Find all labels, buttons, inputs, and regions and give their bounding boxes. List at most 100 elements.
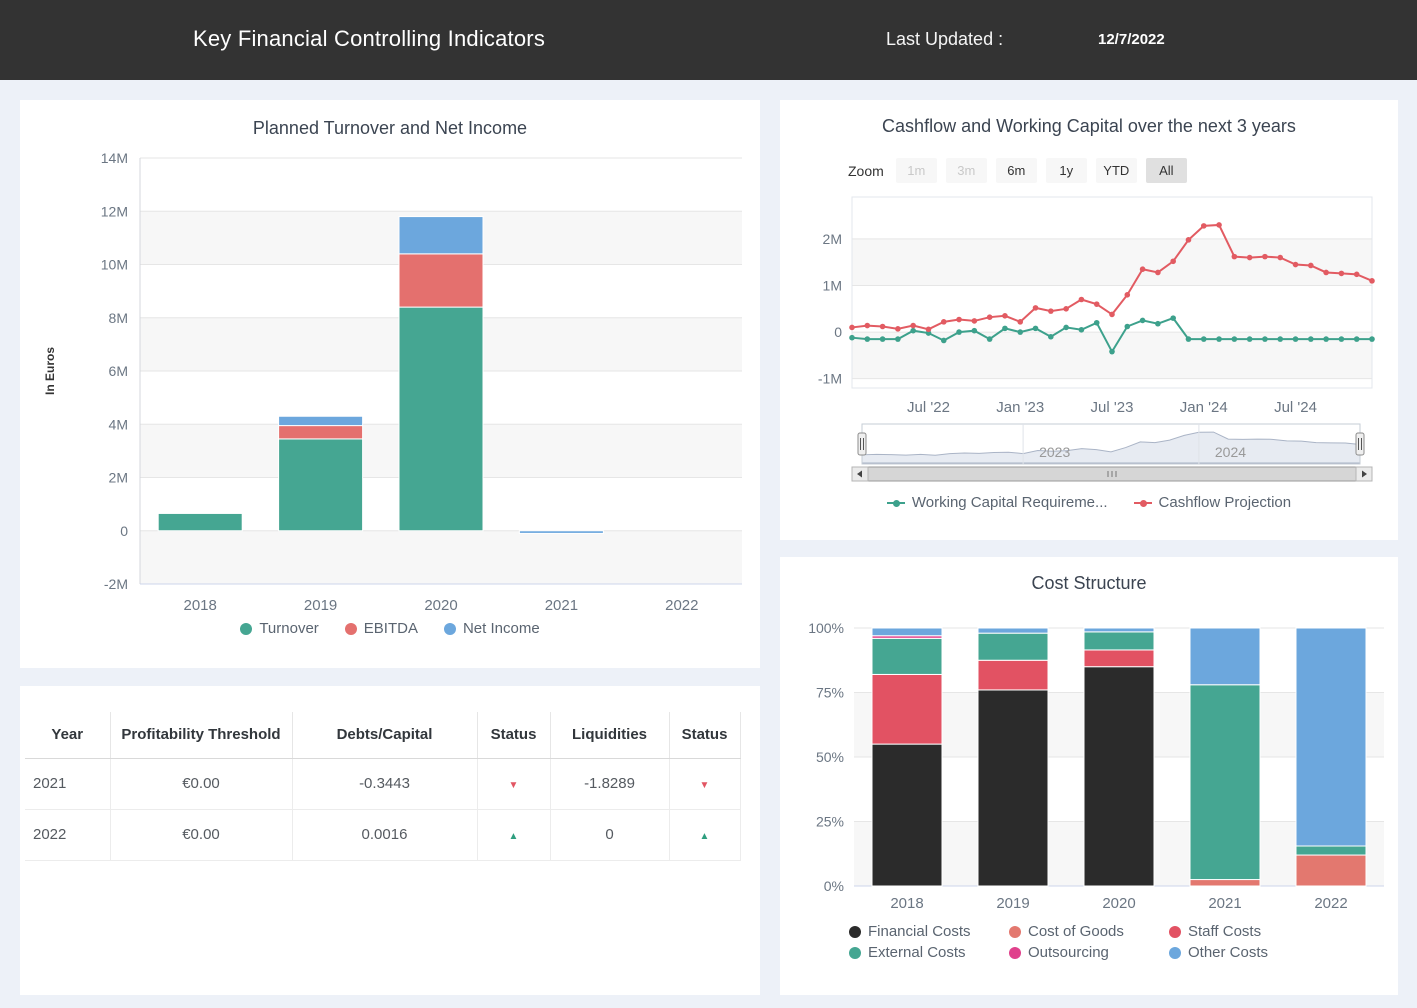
x-axis-label: 2021 (1208, 895, 1241, 912)
x-axis-label: Jul '23 (1091, 399, 1134, 416)
bar-segment-ebitda (278, 425, 364, 440)
legend-label: Staff Costs (1188, 923, 1262, 940)
y-axis-label: 10M (101, 257, 128, 273)
legend-item-cost-of-goods[interactable]: Cost of Goods (1009, 923, 1169, 940)
legend-line-marker-icon (1133, 497, 1152, 509)
x-axis-label: Jul '24 (1274, 399, 1317, 416)
y-axis-label: -1M (818, 371, 842, 387)
header-bar: Key Financial Controlling Indicators Las… (0, 0, 1417, 80)
legend-label: Net Income (462, 620, 540, 637)
col-header-status-2: Status (669, 712, 741, 759)
legend-item-external-costs[interactable]: External Costs (849, 944, 1009, 961)
navigator-year-label: 2023 (1039, 444, 1070, 460)
zoom-button-6m[interactable]: 6m (995, 158, 1037, 183)
legend-label: Working Capital Requireme... (911, 494, 1108, 511)
legend-label: Other Costs (1188, 944, 1269, 961)
bar-segment-staff-costs (977, 659, 1049, 691)
legend-dot-icon (344, 622, 357, 635)
panel-kpi-table: Year Profitability Threshold Debts/Capit… (20, 686, 760, 995)
zoom-button-all[interactable]: All (1145, 158, 1187, 183)
bar-segment-external-costs (1295, 845, 1367, 856)
legend-dot-icon (1169, 946, 1181, 959)
debts-status-icon: ▲ (477, 809, 551, 861)
bar-segment-external-costs (1083, 631, 1155, 651)
panel-cost-structure-chart: Cost Structure 100% 75% 50% 25% 0% 2018 2019 20… (780, 557, 1398, 995)
col-header-status-1: Status (477, 712, 551, 759)
legend-label: Cost of Goods (1028, 923, 1124, 940)
legend-item-turnover[interactable]: Turnover (240, 620, 319, 637)
turnover-chart: 14M 12M 10M 8M 6M 4M 2M 0 -2M In Euros 2018 2019 202… (43, 150, 742, 614)
bar-segment-other-costs (871, 627, 943, 637)
y-axis-label: 50% (816, 749, 844, 765)
legend-dot-icon (240, 622, 253, 635)
cost-structure-chart: 100% 75% 50% 25% 0% 2018 2019 2020 2021 2022 (808, 620, 1384, 912)
last-updated-label: Last Updated : (886, 29, 1004, 49)
panel-cashflow-chart: Cashflow and Working Capital over the ne… (780, 100, 1398, 540)
y-axis-label: 12M (101, 203, 128, 219)
cell-year: 2021 (25, 758, 111, 810)
legend-label: Cashflow Projection (1158, 494, 1292, 511)
bar-segment-financial-costs (871, 743, 943, 887)
legend-dot-icon (1009, 946, 1021, 959)
cell-year: 2022 (25, 809, 111, 861)
legend-dot-icon (1169, 925, 1181, 938)
legend-dot-icon (849, 946, 861, 959)
legend-dot-icon (443, 622, 456, 635)
zoom-label: Zoom (848, 162, 884, 179)
plot-band (852, 238, 1372, 286)
zoom-button-1y[interactable]: 1y (1045, 158, 1087, 183)
legend-dot-icon (1009, 925, 1021, 938)
y-axis-label: 2M (823, 231, 842, 247)
cashflow-chart: 2M 1M 0 -1M Jul '22 Jan '23 Jul '23 Jan '24 Jul … (818, 196, 1375, 482)
cost-chart-legend: Financial Costs Cost of Goods Staff Costs E… (780, 923, 1398, 961)
bar-segment-staff-costs (1083, 649, 1155, 668)
turnover-chart-legend: Turnover EBITDA Net Income (20, 620, 760, 637)
bar-segment-other-costs (977, 627, 1049, 634)
legend-item-outsourcing[interactable]: Outsourcing (1009, 944, 1169, 961)
x-axis-label: 2020 (424, 597, 457, 614)
x-axis-label: 2022 (665, 597, 698, 614)
liquidities-status-icon: ▲ (669, 809, 741, 861)
y-axis-label: 1M (823, 278, 842, 294)
navigator-handle-right[interactable] (1355, 432, 1365, 456)
cashflow-chart-title: Cashflow and Working Capital over the ne… (882, 116, 1296, 136)
legend-item-net-income[interactable]: Net Income (443, 620, 540, 637)
bar-segment-net-income (398, 216, 484, 255)
y-axis-label: 6M (109, 363, 128, 379)
legend-item-staff-costs[interactable]: Staff Costs (1169, 923, 1329, 940)
legend-item-working-capital[interactable]: Working Capital Requireme... (886, 494, 1108, 511)
bar-segment-external-costs (977, 632, 1049, 661)
legend-item-cashflow-projection[interactable]: Cashflow Projection (1133, 494, 1292, 511)
zoom-button-3m: 3m (945, 158, 987, 183)
bar-segment-staff-costs (871, 673, 943, 745)
y-axis-label: -2M (104, 576, 128, 592)
legend-item-ebitda[interactable]: EBITDA (344, 620, 418, 637)
bar-segment-other-costs (1189, 627, 1261, 686)
x-axis-label: Jan '23 (996, 399, 1044, 416)
y-axis-label: 75% (816, 685, 844, 701)
y-axis-label: 2M (109, 470, 128, 486)
x-axis-label: 2019 (996, 895, 1029, 912)
plot-band (140, 530, 742, 584)
zoom-button-ytd[interactable]: YTD (1095, 158, 1137, 183)
cell-liquidities: -1.8289 (550, 758, 670, 810)
y-axis-label: 25% (816, 814, 844, 830)
x-axis-label: 2022 (1314, 895, 1347, 912)
navigator-handle-left[interactable] (857, 432, 867, 456)
panel-turnover-chart: Planned Turnover and Net Income 14M 12M 10… (20, 100, 760, 668)
y-axis-label: 100% (808, 620, 844, 636)
legend-line-marker-icon (886, 497, 905, 509)
legend-item-other-costs[interactable]: Other Costs (1169, 944, 1329, 961)
table-row: 2021 €0.00 -0.3443 ▼ -1.8289 ▼ (25, 758, 741, 810)
bar-segment-turnover (157, 512, 243, 532)
legend-item-financial-costs[interactable]: Financial Costs (849, 923, 1009, 940)
legend-label: Turnover (259, 620, 319, 637)
y-axis-label: 14M (101, 150, 128, 166)
col-header-debts-capital: Debts/Capital (292, 712, 478, 759)
x-axis-label: Jan '24 (1180, 399, 1228, 416)
turnover-chart-title: Planned Turnover and Net Income (252, 118, 528, 138)
x-axis-label: 2019 (304, 597, 337, 614)
cell-liquidities: 0 (550, 809, 670, 861)
last-updated-value: 12/7/2022 (1098, 31, 1165, 48)
page-title: Key Financial Controlling Indicators (193, 26, 546, 51)
